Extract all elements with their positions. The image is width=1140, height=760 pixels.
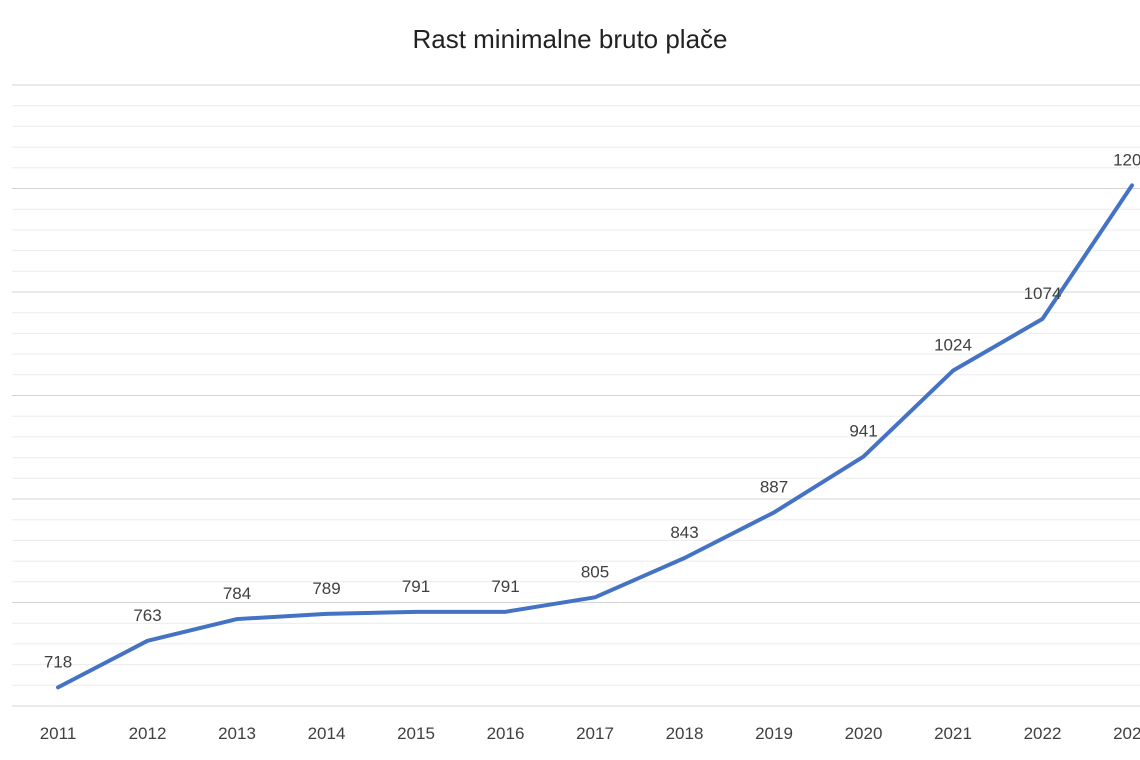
series-line — [56, 183, 1134, 690]
x-tick-label: 2011 — [40, 724, 77, 743]
x-tick-label: 2013 — [218, 724, 256, 743]
chart-title: Rast minimalne bruto plače — [412, 24, 727, 54]
x-tick-label: 2012 — [129, 724, 167, 743]
data-label: 789 — [312, 579, 340, 598]
data-label: 843 — [670, 523, 698, 542]
x-tick-label: 2023 — [1113, 724, 1140, 743]
data-label: 1024 — [934, 336, 972, 355]
data-label: 941 — [849, 422, 877, 441]
x-tick-label: 2015 — [397, 724, 435, 743]
data-label: 1203 — [1113, 150, 1140, 169]
x-tick-label: 2019 — [755, 724, 793, 743]
series-line-group — [56, 183, 1134, 690]
data-labels: 718 763 784 789 791 791 805 843 887 941 1024 1074 12… — [44, 150, 1140, 671]
data-label: 805 — [581, 562, 609, 581]
x-tick-label: 2016 — [487, 724, 525, 743]
data-label: 718 — [44, 652, 72, 671]
x-axis-tick-labels: 2011 2012 2013 2014 2015 2016 2017 2018 2019 2020… — [40, 724, 1140, 743]
x-tick-label: 2014 — [308, 724, 346, 743]
x-tick-label: 2020 — [845, 724, 883, 743]
x-tick-label: 2017 — [576, 724, 614, 743]
data-label: 791 — [402, 577, 430, 596]
gridlines — [12, 84, 1140, 707]
x-tick-label: 2022 — [1024, 724, 1062, 743]
data-label: 763 — [133, 606, 161, 625]
data-label: 887 — [760, 477, 788, 496]
x-tick-label: 2018 — [666, 724, 704, 743]
data-label: 791 — [491, 577, 519, 596]
x-tick-label: 2021 — [934, 724, 972, 743]
data-label: 784 — [223, 584, 251, 603]
data-label: 1074 — [1024, 284, 1062, 303]
